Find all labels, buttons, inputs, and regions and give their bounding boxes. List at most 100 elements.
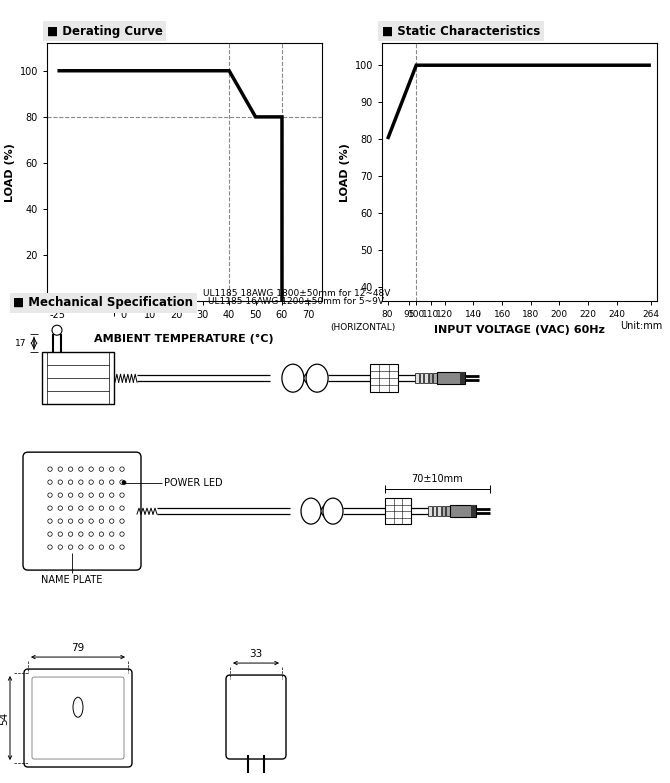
Bar <box>429 373 432 383</box>
Text: ■ Static Characteristics: ■ Static Characteristics <box>382 24 540 38</box>
Circle shape <box>48 493 52 497</box>
Bar <box>442 506 445 516</box>
Circle shape <box>48 532 52 536</box>
Circle shape <box>120 545 124 550</box>
X-axis label: INPUT VOLTAGE (VAC) 60Hz: INPUT VOLTAGE (VAC) 60Hz <box>433 325 605 335</box>
Bar <box>419 373 423 383</box>
Circle shape <box>68 519 73 523</box>
Bar <box>433 373 436 383</box>
Circle shape <box>89 467 93 471</box>
Bar <box>245 700 267 726</box>
Circle shape <box>120 467 124 471</box>
Circle shape <box>89 519 93 523</box>
Bar <box>70 743 86 749</box>
Circle shape <box>58 545 62 550</box>
Ellipse shape <box>73 697 83 717</box>
Circle shape <box>120 519 124 523</box>
X-axis label: AMBIENT TEMPERATURE (°C): AMBIENT TEMPERATURE (°C) <box>94 334 274 345</box>
Bar <box>415 373 419 383</box>
Circle shape <box>99 480 104 485</box>
Circle shape <box>78 519 83 523</box>
Bar <box>428 506 431 516</box>
Bar <box>450 505 476 517</box>
Bar <box>446 506 450 516</box>
Circle shape <box>48 506 52 511</box>
Circle shape <box>78 506 83 511</box>
Bar <box>437 372 465 384</box>
Circle shape <box>58 532 62 536</box>
Text: ■ Mechanical Specification: ■ Mechanical Specification <box>13 296 194 309</box>
Circle shape <box>78 480 83 485</box>
Text: UL1185 18AWG 1800±50mm for 12~48V: UL1185 18AWG 1800±50mm for 12~48V <box>203 289 390 298</box>
Circle shape <box>109 545 114 550</box>
Bar <box>460 372 465 384</box>
Ellipse shape <box>306 364 328 392</box>
Bar <box>433 506 436 516</box>
Circle shape <box>89 480 93 485</box>
Y-axis label: LOAD (%): LOAD (%) <box>5 143 15 202</box>
Text: 33: 33 <box>249 649 263 659</box>
Bar <box>42 352 114 404</box>
Circle shape <box>99 506 104 511</box>
Circle shape <box>48 519 52 523</box>
Circle shape <box>99 467 104 471</box>
FancyBboxPatch shape <box>32 677 124 759</box>
Circle shape <box>68 480 73 485</box>
FancyBboxPatch shape <box>226 675 286 759</box>
Circle shape <box>89 493 93 497</box>
Text: 54: 54 <box>0 712 9 724</box>
Circle shape <box>58 493 62 497</box>
Circle shape <box>99 532 104 536</box>
Circle shape <box>109 493 114 497</box>
Circle shape <box>48 480 52 485</box>
Circle shape <box>58 480 62 485</box>
Circle shape <box>109 467 114 471</box>
Circle shape <box>58 506 62 511</box>
Circle shape <box>58 519 62 523</box>
Circle shape <box>68 545 73 550</box>
Circle shape <box>78 545 83 550</box>
Bar <box>471 505 476 517</box>
Circle shape <box>120 532 124 536</box>
Circle shape <box>109 532 114 536</box>
Bar <box>424 373 427 383</box>
Circle shape <box>109 480 114 485</box>
Circle shape <box>68 493 73 497</box>
Circle shape <box>78 532 83 536</box>
Text: 70±10mm: 70±10mm <box>411 474 464 484</box>
Bar <box>70 732 86 738</box>
Bar <box>437 506 440 516</box>
Circle shape <box>89 545 93 550</box>
Ellipse shape <box>301 498 321 524</box>
Bar <box>44 467 124 553</box>
Circle shape <box>122 481 126 485</box>
Text: Unit:mm: Unit:mm <box>620 321 662 331</box>
Text: ■ Derating Curve: ■ Derating Curve <box>47 24 163 38</box>
Circle shape <box>48 545 52 550</box>
Circle shape <box>99 545 104 550</box>
Text: 17: 17 <box>15 339 26 348</box>
FancyBboxPatch shape <box>23 452 141 570</box>
Text: 79: 79 <box>72 643 84 653</box>
Circle shape <box>120 493 124 497</box>
Ellipse shape <box>282 364 304 392</box>
Circle shape <box>99 493 104 497</box>
Circle shape <box>89 532 93 536</box>
Circle shape <box>109 506 114 511</box>
FancyBboxPatch shape <box>24 669 132 767</box>
Circle shape <box>68 532 73 536</box>
Circle shape <box>48 467 52 471</box>
Bar <box>370 364 398 392</box>
Bar <box>385 498 411 524</box>
Circle shape <box>109 519 114 523</box>
Circle shape <box>52 325 62 335</box>
Text: UL1185 16AWG 1200±50mm for 5~9V: UL1185 16AWG 1200±50mm for 5~9V <box>208 298 385 306</box>
Circle shape <box>78 467 83 471</box>
Circle shape <box>78 493 83 497</box>
Text: NAME PLATE: NAME PLATE <box>42 575 103 585</box>
Circle shape <box>120 480 124 485</box>
Text: POWER LED: POWER LED <box>164 478 222 488</box>
Circle shape <box>58 467 62 471</box>
Y-axis label: LOAD (%): LOAD (%) <box>340 143 350 202</box>
Circle shape <box>120 506 124 511</box>
